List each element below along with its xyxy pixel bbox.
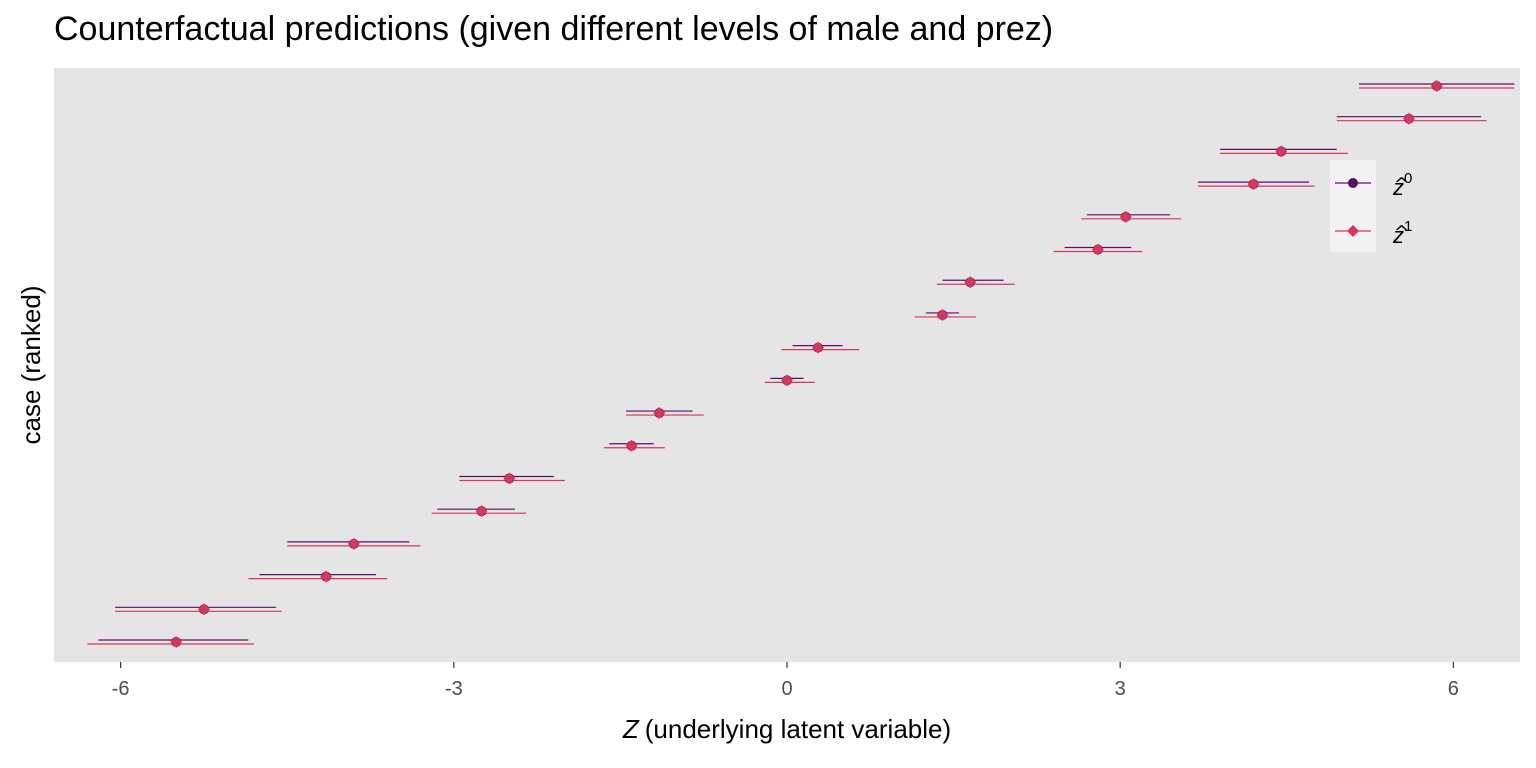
point-z1-case-17 [1402, 112, 1415, 125]
plot-panel [54, 68, 1520, 662]
point-z1-case-15 [1247, 178, 1260, 191]
point-z1-case-6 [503, 472, 516, 485]
legend-label-z0-base: z [1392, 175, 1404, 200]
x-tick-label-3: 3 [1115, 678, 1126, 700]
x-axis: -6 -3 0 3 6 [112, 662, 1459, 700]
point-z1-case-1 [170, 636, 183, 648]
chart-title: Counterfactual predictions (given differ… [54, 10, 1054, 48]
legend-label-z1-sup: 1 [1404, 218, 1412, 235]
legend-label-z0-sup: 0 [1404, 170, 1412, 187]
x-tick-label-1: -3 [445, 678, 463, 700]
legend-hat-z0: ^ [1394, 174, 1409, 195]
x-axis-title: Z (underlying latent variable) [622, 714, 951, 744]
point-z1-case-16 [1275, 145, 1288, 158]
point-z1-case-8 [653, 407, 666, 420]
legend: z0 ^ z1 ^ [1330, 160, 1412, 252]
point-z1-case-14 [1119, 210, 1132, 223]
legend-key-diamond-icon [1347, 225, 1359, 237]
legend-key-circle-icon [1348, 178, 1358, 188]
data-marks [87, 80, 1515, 648]
x-axis-title-rest: (underlying latent variable) [645, 714, 951, 744]
point-z1-case-3 [320, 570, 333, 583]
x-tick-label-0: -6 [112, 678, 130, 700]
point-z1-case-5 [475, 505, 488, 518]
point-z1-case-9 [781, 374, 793, 387]
legend-label-z1: z1 [1392, 218, 1412, 248]
point-z1-case-2 [197, 603, 210, 616]
point-z1-case-18 [1430, 80, 1443, 92]
legend-label-z1-base: z [1392, 223, 1404, 248]
point-z1-case-13 [1091, 243, 1104, 256]
x-axis-title-italic: Z [622, 714, 640, 744]
point-z1-case-4 [347, 537, 360, 550]
y-axis-title: case (ranked) [16, 286, 46, 445]
point-z1-case-11 [936, 308, 949, 321]
point-z1-case-7 [625, 439, 638, 452]
point-z1-case-10 [812, 341, 825, 354]
legend-hat-z1: ^ [1394, 222, 1409, 243]
legend-background [1330, 160, 1376, 252]
legend-label-z0: z0 [1392, 170, 1412, 200]
point-z1-case-12 [964, 276, 977, 289]
x-tick-label-2: 0 [781, 678, 792, 700]
x-tick-label-4: 6 [1448, 678, 1459, 700]
